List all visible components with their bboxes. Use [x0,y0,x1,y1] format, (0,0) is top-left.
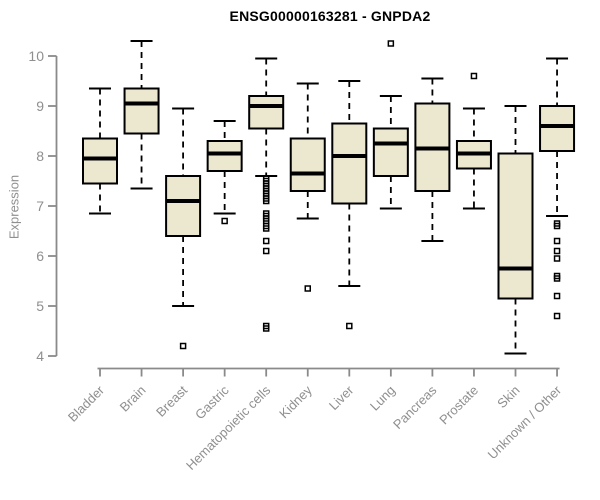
outlier-point [553,237,561,245]
outlier-point [387,40,395,47]
x-tick-label: Liver [326,382,357,413]
x-tick-label: Bladder [65,382,108,425]
outlier-point [553,292,561,300]
outlier-point [262,197,270,205]
y-tick-label: 6 [36,248,44,264]
y-axis: 4 5 6 7 8 9 10 [28,48,58,364]
box-bladder [82,87,118,215]
x-tick-label: Breast [153,382,190,419]
box-skin [497,105,534,355]
x-tick-label: Gastric [192,382,232,422]
outlier-point [553,312,561,320]
outlier-point [553,247,561,255]
outlier-point [470,72,478,80]
outlier-point [553,275,561,282]
y-tick-label: 5 [36,298,44,314]
box-unknown-other [539,57,576,320]
box-kidney [289,82,326,292]
outlier-point [304,285,311,292]
box-liver [331,80,368,330]
x-tick-label: Lung [367,383,398,414]
outlier-point [179,342,187,350]
y-tick-label: 4 [36,348,44,364]
y-tick-label: 10 [28,48,44,64]
outlier-point [262,247,270,255]
y-tick-label: 9 [36,98,44,114]
y-tick-label: 8 [36,148,44,164]
box-breast [165,107,202,350]
box-lung [372,40,409,210]
box-pancreas [414,77,451,242]
outlier-point [553,255,561,262]
x-tick-label: Kidney [276,382,315,421]
box-prostate [455,72,492,210]
x-tick-label: Brain [117,383,149,415]
x-tick-label: Prostate [436,383,481,428]
box-hematopoietic-cells [248,57,285,332]
box-gastric [206,120,243,225]
outlier-point [262,325,270,332]
chart-title: ENSG00000163281 - GNPDA2 [229,8,431,24]
x-tick-label: Pancreas [390,382,440,432]
outlier-point [346,322,353,330]
outlier-point [262,225,270,232]
x-tick-label: Skin [494,383,522,411]
x-tick-label: Unknown / Other [485,382,565,462]
box-brain [123,40,160,190]
y-tick-label: 7 [36,198,44,214]
outlier-point [553,222,561,230]
outlier-point [262,237,270,245]
outlier-point [221,217,228,225]
